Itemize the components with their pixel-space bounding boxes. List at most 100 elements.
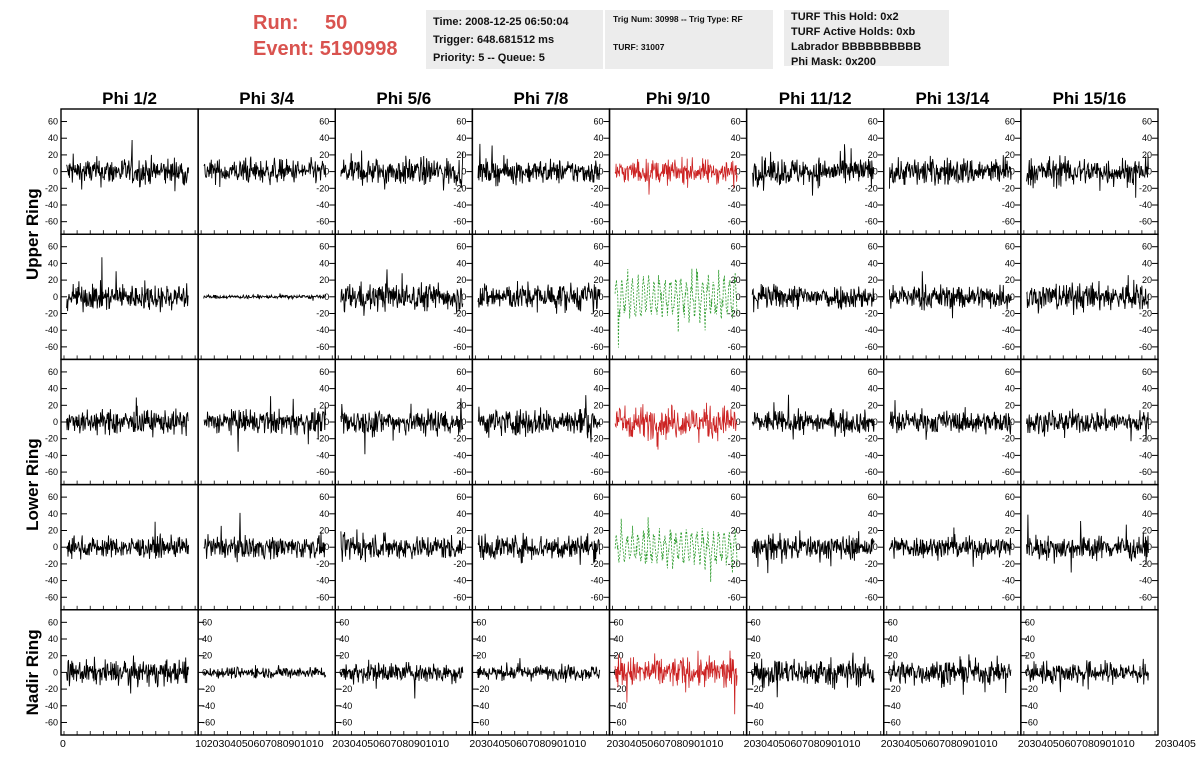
y-tick-label: 60 [319,117,329,127]
y-tick-label: -20 [728,183,741,193]
waveform-trace [203,512,327,563]
waveform-trace [888,271,1012,319]
y-tick-label: 0 [324,417,329,427]
y-tick-label: -60 [865,217,878,227]
y-tick-label: 0 [736,292,741,302]
waveform-trace [888,400,1012,440]
y-tick-label: 20 [48,651,58,661]
panel-frame [197,483,336,611]
ring-title: Upper Ring [23,188,42,280]
y-tick-label: -40 [1002,325,1015,335]
waveform-trace [751,530,875,574]
y-tick-label: -60 [751,717,764,727]
y-tick-label: -40 [1002,450,1015,460]
waveform-trace [203,396,327,452]
y-tick-label: 0 [1010,417,1015,427]
y-tick-label: -40 [1139,576,1152,586]
waveform-trace [477,658,601,683]
y-tick-label: 0 [1010,167,1015,177]
y-tick-label: -60 [614,717,627,727]
y-tick-label: -40 [339,701,352,711]
y-tick-label: 0 [461,167,466,177]
y-tick-label: -20 [1002,434,1015,444]
y-tick-label: 20 [456,275,466,285]
y-tick-label: 40 [319,258,329,268]
y-tick-label: -40 [865,450,878,460]
y-tick-label: 60 [1142,242,1152,252]
time-text: Time: 2008-12-25 06:50:04 [433,16,569,28]
y-tick-label: 40 [751,634,761,644]
y-tick-label: -40 [316,200,329,210]
y-tick-label: -20 [728,308,741,318]
y-tick-label: -20 [865,559,878,569]
y-tick-label: -40 [316,325,329,335]
waveform-trace [66,139,190,192]
y-tick-label: -20 [728,559,741,569]
y-tick-label: 40 [319,384,329,394]
y-tick-label: 20 [1142,150,1152,160]
y-tick-label: -20 [1139,308,1152,318]
y-tick-label: -60 [1002,467,1015,477]
y-tick-label: -60 [728,592,741,602]
y-tick-label: 60 [202,617,212,627]
y-tick-label: 40 [1142,133,1152,143]
turf-active-holds-text: TURF Active Holds: 0xb [791,26,916,38]
y-tick-label: 20 [868,275,878,285]
y-tick-label: -20 [1025,684,1038,694]
y-tick-label: 20 [1005,526,1015,536]
turf-this-hold-text: TURF This Hold: 0x2 [791,11,899,23]
x-tick-label: 1020304050607080901010 [195,738,324,750]
y-tick-label: 60 [1142,117,1152,127]
y-tick-label: -20 [316,183,329,193]
y-tick-label: 40 [731,509,741,519]
y-tick-label: 40 [456,133,466,143]
y-tick-label: 40 [593,258,603,268]
y-tick-label: 0 [53,667,58,677]
waveform-trace [203,665,327,679]
column-title-phi: Phi 7/8 [514,89,569,108]
turf-info-box: TURF This Hold: 0x2 TURF Active Holds: 0… [784,10,949,68]
y-tick-label: 0 [53,167,58,177]
y-tick-label: 60 [888,617,898,627]
y-tick-label: -20 [453,559,466,569]
y-tick-label: -60 [865,467,878,477]
y-tick-label: 60 [868,242,878,252]
y-tick-label: -60 [1002,217,1015,227]
y-tick-label: -60 [728,217,741,227]
waveform-trace [888,654,1012,695]
y-tick-label: 40 [202,634,212,644]
waveform-trace [614,650,738,715]
y-tick-label: 20 [731,150,741,160]
y-tick-label: 60 [731,117,741,127]
y-tick-label: -60 [339,717,352,727]
y-tick-label: -40 [1002,576,1015,586]
waveform-trace [751,144,875,196]
y-tick-label: 0 [873,542,878,552]
y-tick-label: 20 [48,150,58,160]
y-tick-label: 40 [1005,384,1015,394]
y-tick-label: -40 [476,701,489,711]
y-tick-label: 40 [339,634,349,644]
y-tick-label: -20 [1002,183,1015,193]
y-tick-label: -60 [45,717,58,727]
y-tick-label: 40 [48,258,58,268]
turf-text: TURF: 31007 [613,42,665,52]
y-tick-label: 40 [456,509,466,519]
y-tick-label: 20 [593,400,603,410]
y-tick-label: 60 [593,242,603,252]
y-tick-label: -60 [1139,342,1152,352]
y-tick-label: -20 [476,684,489,694]
y-tick-label: -60 [1025,717,1038,727]
y-tick-label: 20 [48,275,58,285]
y-tick-label: 60 [593,492,603,502]
y-tick-label: 0 [873,292,878,302]
event-value: 5190998 [319,38,398,60]
y-tick-label: 60 [1005,367,1015,377]
y-tick-label: 60 [339,617,349,627]
y-tick-label: -20 [1139,434,1152,444]
y-tick-label: 20 [456,526,466,536]
y-tick-label: 40 [593,133,603,143]
waveform-trace [1026,658,1149,693]
y-tick-label: 20 [1025,651,1035,661]
y-tick-label: -20 [45,308,58,318]
